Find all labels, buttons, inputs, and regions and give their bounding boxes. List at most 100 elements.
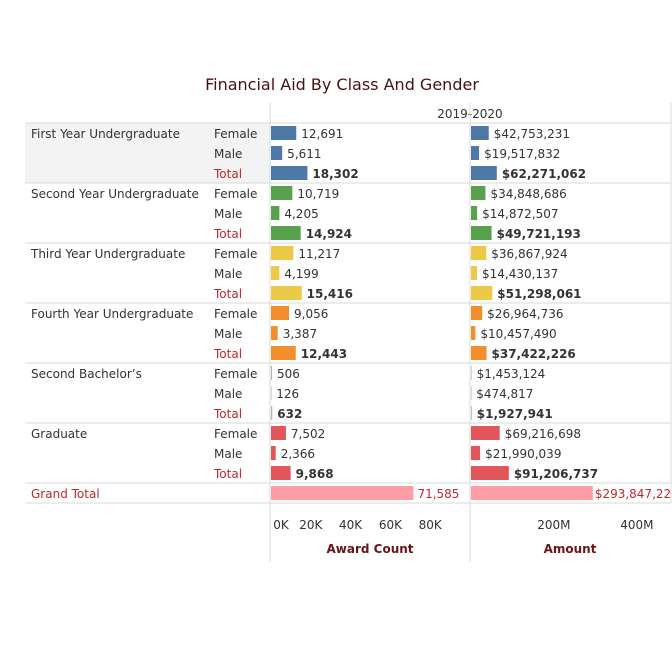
count-bar (271, 246, 294, 260)
count-label: 126 (276, 387, 299, 401)
count-label: 7,502 (291, 427, 325, 441)
group-label: Fourth Year Undergraduate (31, 307, 193, 321)
chart-title: Financial Aid By Class And Gender (205, 75, 479, 94)
group-label: First Year Undergraduate (31, 127, 180, 141)
amount-bar (471, 166, 497, 180)
count-bar (271, 166, 308, 180)
gender-label: Male (214, 447, 242, 461)
grand-total-count-label: 71,585 (417, 487, 459, 501)
count-label: 2,366 (281, 447, 315, 461)
gender-label: Male (214, 207, 242, 221)
amount-label: $10,457,490 (480, 327, 556, 341)
gender-label: Male (214, 267, 242, 281)
amount-bar (471, 146, 480, 160)
gender-label: Female (214, 427, 257, 441)
count-bar (271, 466, 291, 480)
amount-bar (471, 366, 472, 380)
amount-bar (471, 266, 477, 280)
count-axis-tick: 60K (379, 518, 403, 532)
count-bar (271, 366, 273, 380)
count-label: 18,302 (312, 167, 358, 181)
count-bar (271, 146, 283, 160)
count-label: 632 (277, 407, 302, 421)
amount-label: $14,430,137 (482, 267, 558, 281)
count-bar (271, 406, 273, 420)
count-label: 9,868 (296, 467, 334, 481)
amount-label: $474,817 (476, 387, 533, 401)
grand-total-count-bar (271, 486, 414, 500)
count-axis-title: Award Count (326, 542, 413, 556)
grand-total-amount-label: $293,847,220 (595, 487, 672, 501)
count-label: 4,199 (284, 267, 318, 281)
count-label: 12,691 (301, 127, 343, 141)
amount-bar (471, 446, 481, 460)
count-label: 15,416 (307, 287, 353, 301)
amount-bar (471, 306, 483, 320)
count-bar (271, 226, 301, 240)
amount-bar (471, 206, 478, 220)
count-axis-tick: 20K (299, 518, 323, 532)
amount-label: $49,721,193 (497, 227, 581, 241)
count-label: 5,611 (287, 147, 321, 161)
count-axis-tick: 80K (419, 518, 443, 532)
amount-label: $91,206,737 (514, 467, 598, 481)
count-bar (271, 286, 302, 300)
amount-bar (471, 226, 492, 240)
amount-axis-tick: 200M (537, 518, 570, 532)
amount-bar (471, 386, 472, 400)
amount-label: $1,453,124 (477, 367, 546, 381)
count-label: 14,924 (306, 227, 352, 241)
amount-axis-title: Amount (544, 542, 597, 556)
count-label: 10,719 (297, 187, 339, 201)
count-bar (271, 326, 278, 340)
amount-bar (471, 346, 487, 360)
amount-label: $36,867,924 (491, 247, 567, 261)
gender-label: Female (214, 307, 257, 321)
amount-label: $51,298,061 (497, 287, 581, 301)
gender-label: Total (213, 287, 242, 301)
count-bar (271, 346, 296, 360)
amount-bar (471, 426, 500, 440)
group-label: Graduate (31, 427, 87, 441)
group-label: Second Year Undergraduate (31, 187, 199, 201)
count-bar (271, 306, 290, 320)
count-bar (271, 386, 272, 400)
amount-axis-tick: 400M (620, 518, 653, 532)
count-axis-tick: 40K (339, 518, 363, 532)
gender-label: Total (213, 467, 242, 481)
gender-label: Female (214, 187, 257, 201)
group-label: Third Year Undergraduate (30, 247, 185, 261)
count-bar (271, 206, 280, 220)
row-highlight (25, 123, 270, 183)
count-label: 11,217 (298, 247, 340, 261)
amount-label: $19,517,832 (484, 147, 560, 161)
amount-label: $62,271,062 (502, 167, 586, 181)
amount-bar (471, 126, 489, 140)
amount-bar (471, 286, 493, 300)
count-axis-tick: 0K (273, 518, 290, 532)
count-bar (271, 126, 297, 140)
count-bar (271, 186, 293, 200)
amount-bar (471, 466, 509, 480)
gender-label: Total (213, 347, 242, 361)
count-label: 3,387 (283, 327, 317, 341)
gender-label: Total (213, 167, 242, 181)
gender-label: Total (213, 227, 242, 241)
amount-label: $42,753,231 (494, 127, 570, 141)
amount-bar (471, 186, 486, 200)
grand-total-label: Grand Total (31, 487, 100, 501)
amount-bar (471, 406, 472, 420)
group-label: Second Bachelor’s (31, 367, 142, 381)
gender-label: Total (213, 407, 242, 421)
amount-bar (471, 246, 487, 260)
count-bar (271, 266, 280, 280)
count-bar (271, 446, 276, 460)
count-label: 4,205 (284, 207, 318, 221)
amount-label: $14,872,507 (482, 207, 558, 221)
amount-bar (471, 326, 476, 340)
grand-total-amount-bar (471, 486, 593, 500)
gender-label: Male (214, 327, 242, 341)
amount-label: $21,990,039 (485, 447, 561, 461)
gender-label: Female (214, 247, 257, 261)
